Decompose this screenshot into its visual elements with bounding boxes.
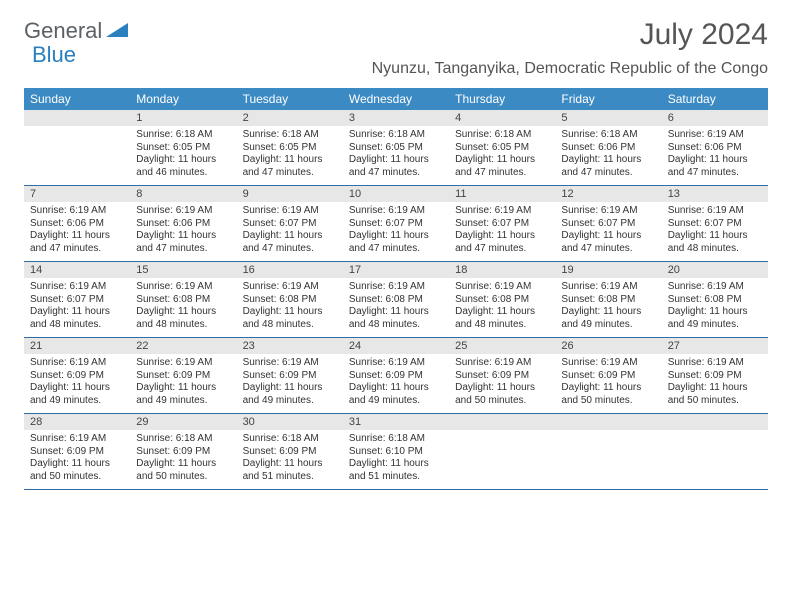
day-number: 18 <box>449 262 555 279</box>
day-number-row: 14151617181920 <box>24 262 768 279</box>
day-number <box>555 414 661 431</box>
day-number: 26 <box>555 338 661 355</box>
day-number: 3 <box>343 110 449 126</box>
day-cell: Sunrise: 6:19 AMSunset: 6:08 PMDaylight:… <box>662 278 768 338</box>
day-cell: Sunrise: 6:19 AMSunset: 6:08 PMDaylight:… <box>449 278 555 338</box>
day-number: 20 <box>662 262 768 279</box>
day-cell: Sunrise: 6:19 AMSunset: 6:07 PMDaylight:… <box>555 202 661 262</box>
day-number: 7 <box>24 186 130 203</box>
day-number: 21 <box>24 338 130 355</box>
day-number: 12 <box>555 186 661 203</box>
day-number-row: 28293031 <box>24 414 768 431</box>
day-cell: Sunrise: 6:19 AMSunset: 6:08 PMDaylight:… <box>343 278 449 338</box>
day-number: 28 <box>24 414 130 431</box>
weekday-header: Monday <box>130 88 236 110</box>
day-cell: Sunrise: 6:18 AMSunset: 6:05 PMDaylight:… <box>130 126 236 186</box>
day-cell: Sunrise: 6:18 AMSunset: 6:05 PMDaylight:… <box>237 126 343 186</box>
day-cell: Sunrise: 6:19 AMSunset: 6:07 PMDaylight:… <box>662 202 768 262</box>
day-number: 17 <box>343 262 449 279</box>
day-cell: Sunrise: 6:18 AMSunset: 6:05 PMDaylight:… <box>343 126 449 186</box>
weekday-header: Tuesday <box>237 88 343 110</box>
day-number: 16 <box>237 262 343 279</box>
day-cell: Sunrise: 6:19 AMSunset: 6:07 PMDaylight:… <box>237 202 343 262</box>
day-cell: Sunrise: 6:18 AMSunset: 6:10 PMDaylight:… <box>343 430 449 490</box>
logo-word1: General <box>24 18 102 44</box>
day-cell <box>662 430 768 490</box>
day-number: 1 <box>130 110 236 126</box>
day-number <box>449 414 555 431</box>
day-number: 10 <box>343 186 449 203</box>
day-cell: Sunrise: 6:19 AMSunset: 6:08 PMDaylight:… <box>130 278 236 338</box>
month-title: July 2024 <box>372 18 768 52</box>
day-number-row: 21222324252627 <box>24 338 768 355</box>
day-cell: Sunrise: 6:19 AMSunset: 6:08 PMDaylight:… <box>555 278 661 338</box>
day-number: 9 <box>237 186 343 203</box>
day-cell: Sunrise: 6:19 AMSunset: 6:06 PMDaylight:… <box>662 126 768 186</box>
day-number: 19 <box>555 262 661 279</box>
day-number: 22 <box>130 338 236 355</box>
day-number: 23 <box>237 338 343 355</box>
day-number-row: 123456 <box>24 110 768 126</box>
weekday-header: Saturday <box>662 88 768 110</box>
day-cell: Sunrise: 6:19 AMSunset: 6:09 PMDaylight:… <box>555 354 661 414</box>
day-number: 2 <box>237 110 343 126</box>
day-number: 5 <box>555 110 661 126</box>
logo-triangle-icon <box>106 21 128 42</box>
day-content-row: Sunrise: 6:18 AMSunset: 6:05 PMDaylight:… <box>24 126 768 186</box>
day-number: 13 <box>662 186 768 203</box>
day-cell: Sunrise: 6:18 AMSunset: 6:09 PMDaylight:… <box>130 430 236 490</box>
day-content-row: Sunrise: 6:19 AMSunset: 6:07 PMDaylight:… <box>24 278 768 338</box>
day-cell <box>449 430 555 490</box>
day-cell: Sunrise: 6:19 AMSunset: 6:06 PMDaylight:… <box>130 202 236 262</box>
logo-word2-wrap: Blue <box>32 42 76 68</box>
day-content-row: Sunrise: 6:19 AMSunset: 6:06 PMDaylight:… <box>24 202 768 262</box>
day-cell: Sunrise: 6:19 AMSunset: 6:07 PMDaylight:… <box>24 278 130 338</box>
day-cell: Sunrise: 6:19 AMSunset: 6:07 PMDaylight:… <box>449 202 555 262</box>
weekday-header: Sunday <box>24 88 130 110</box>
day-cell: Sunrise: 6:19 AMSunset: 6:07 PMDaylight:… <box>343 202 449 262</box>
day-number: 8 <box>130 186 236 203</box>
day-number: 6 <box>662 110 768 126</box>
day-cell <box>24 126 130 186</box>
day-number: 27 <box>662 338 768 355</box>
day-number: 24 <box>343 338 449 355</box>
header: General July 2024 Nyunzu, Tanganyika, De… <box>0 0 792 82</box>
day-cell <box>555 430 661 490</box>
weekday-header: Thursday <box>449 88 555 110</box>
day-cell: Sunrise: 6:19 AMSunset: 6:09 PMDaylight:… <box>24 354 130 414</box>
day-number: 25 <box>449 338 555 355</box>
weekday-header: Wednesday <box>343 88 449 110</box>
weekday-header: Friday <box>555 88 661 110</box>
day-cell: Sunrise: 6:19 AMSunset: 6:08 PMDaylight:… <box>237 278 343 338</box>
day-number-row: 78910111213 <box>24 186 768 203</box>
day-cell: Sunrise: 6:19 AMSunset: 6:09 PMDaylight:… <box>130 354 236 414</box>
day-cell: Sunrise: 6:18 AMSunset: 6:05 PMDaylight:… <box>449 126 555 186</box>
day-number: 15 <box>130 262 236 279</box>
day-number: 29 <box>130 414 236 431</box>
day-number <box>662 414 768 431</box>
day-cell: Sunrise: 6:19 AMSunset: 6:09 PMDaylight:… <box>237 354 343 414</box>
day-cell: Sunrise: 6:19 AMSunset: 6:09 PMDaylight:… <box>449 354 555 414</box>
day-number: 4 <box>449 110 555 126</box>
calendar-table: Sunday Monday Tuesday Wednesday Thursday… <box>24 88 768 490</box>
day-number: 31 <box>343 414 449 431</box>
day-cell: Sunrise: 6:18 AMSunset: 6:06 PMDaylight:… <box>555 126 661 186</box>
day-number <box>24 110 130 126</box>
day-content-row: Sunrise: 6:19 AMSunset: 6:09 PMDaylight:… <box>24 354 768 414</box>
day-cell: Sunrise: 6:19 AMSunset: 6:06 PMDaylight:… <box>24 202 130 262</box>
location: Nyunzu, Tanganyika, Democratic Republic … <box>372 60 768 78</box>
title-block: July 2024 Nyunzu, Tanganyika, Democratic… <box>372 18 768 78</box>
day-number: 11 <box>449 186 555 203</box>
day-cell: Sunrise: 6:18 AMSunset: 6:09 PMDaylight:… <box>237 430 343 490</box>
weekday-header-row: Sunday Monday Tuesday Wednesday Thursday… <box>24 88 768 110</box>
logo: General <box>24 18 130 44</box>
day-content-row: Sunrise: 6:19 AMSunset: 6:09 PMDaylight:… <box>24 430 768 490</box>
day-cell: Sunrise: 6:19 AMSunset: 6:09 PMDaylight:… <box>343 354 449 414</box>
day-cell: Sunrise: 6:19 AMSunset: 6:09 PMDaylight:… <box>662 354 768 414</box>
day-number: 14 <box>24 262 130 279</box>
day-cell: Sunrise: 6:19 AMSunset: 6:09 PMDaylight:… <box>24 430 130 490</box>
day-number: 30 <box>237 414 343 431</box>
logo-word2: Blue <box>32 42 76 67</box>
